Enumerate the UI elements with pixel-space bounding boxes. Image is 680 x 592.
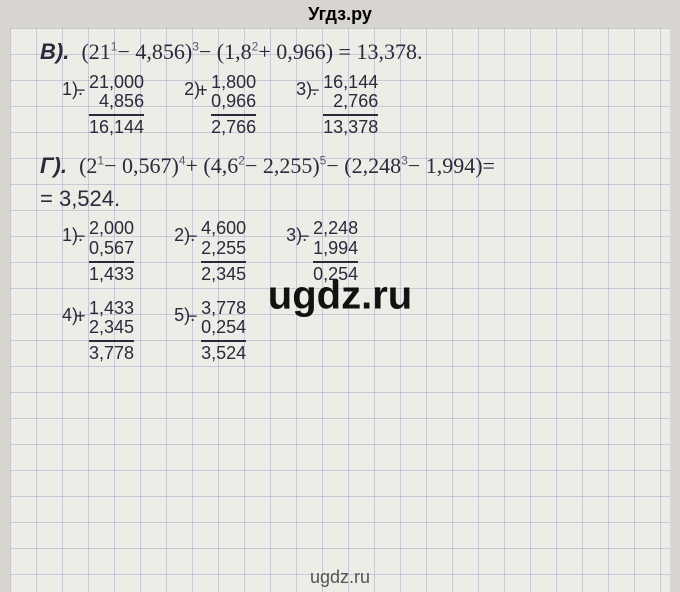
calc-operand-b: 0,966 xyxy=(211,92,256,112)
minus-icon: − xyxy=(75,81,86,101)
calc-operand-b: 0,567 xyxy=(89,239,134,259)
calc-block: 5). − 3,778 0,254 3,524 xyxy=(174,299,246,364)
minus-icon: − xyxy=(187,307,198,327)
minus-icon: − xyxy=(309,81,320,101)
calc-operand-a: 16,144 xyxy=(323,73,378,93)
plus-icon: + xyxy=(197,81,208,101)
calc-operand-a: 21,000 xyxy=(89,73,144,93)
calc-result: 16,144 xyxy=(89,114,144,138)
calc-operand-b: 2,255 xyxy=(201,239,246,259)
calc-result: 13,378 xyxy=(323,114,378,138)
calc-operand-a: 1,433 xyxy=(89,299,134,319)
calc-column: − 3,778 0,254 3,524 xyxy=(201,299,246,364)
calc-operand-b: 0,254 xyxy=(201,318,246,338)
problem-v-expression: В). (211− 4,856)3− (1,82+ 0,966) = 13,37… xyxy=(40,38,650,67)
calc-column: − 2,000 0,567 1,433 xyxy=(89,219,134,284)
calc-column: − 4,600 2,255 2,345 xyxy=(201,219,246,284)
calc-operand-b: 4,856 xyxy=(99,92,144,112)
problem-g-label: Г). xyxy=(40,153,67,178)
calc-result: 3,524 xyxy=(201,340,246,364)
problem-g-result: = 3,524. xyxy=(40,185,650,214)
problem-g-expression: Г). (21− 0,567)4+ (4,62− 2,255)5− (2,248… xyxy=(40,152,650,181)
calc-operand-a: 3,778 xyxy=(201,299,246,319)
watermark-bottom: ugdz.ru xyxy=(0,567,680,588)
calc-operand-b: 2,345 xyxy=(89,318,134,338)
calc-operand-a: 4,600 xyxy=(201,219,246,239)
calc-column: + 1,433 2,345 3,778 xyxy=(89,299,134,364)
plus-icon: + xyxy=(75,307,86,327)
calc-operand-a: 2,248 xyxy=(313,219,358,239)
watermark-center: ugdz.ru xyxy=(268,274,412,319)
calc-block: 3). − 16,144 2,766 13,378 xyxy=(296,73,378,138)
calc-operand-b: 2,766 xyxy=(333,92,378,112)
calc-operand-b: 1,994 xyxy=(313,239,358,259)
calc-result: 2,345 xyxy=(201,261,246,285)
calc-block: 1). − 21,000 4,856 16,144 xyxy=(62,73,144,138)
calc-column: − 21,000 4,856 16,144 xyxy=(89,73,144,138)
watermark-top: Угдз.ру xyxy=(0,0,680,25)
problem-v-calc-row: 1). − 21,000 4,856 16,144 2). + 1,800 0,… xyxy=(62,73,650,138)
calc-block: 4). + 1,433 2,345 3,778 xyxy=(62,299,134,364)
minus-icon: − xyxy=(75,227,86,247)
calc-block: 1). − 2,000 0,567 1,433 xyxy=(62,219,134,284)
minus-icon: − xyxy=(187,227,198,247)
minus-icon: − xyxy=(299,227,310,247)
calc-result: 1,433 xyxy=(89,261,134,285)
calc-result: 3,778 xyxy=(89,340,134,364)
problem-v-label: В). xyxy=(40,39,69,64)
calc-result: 2,766 xyxy=(211,114,256,138)
calc-block: 2). + 1,800 0,966 2,766 xyxy=(184,73,256,138)
calc-operand-a: 1,800 xyxy=(211,73,256,93)
calc-column: + 1,800 0,966 2,766 xyxy=(211,73,256,138)
calc-column: − 16,144 2,766 13,378 xyxy=(323,73,378,138)
calc-block: 2). − 4,600 2,255 2,345 xyxy=(174,219,246,284)
calc-operand-a: 2,000 xyxy=(89,219,134,239)
